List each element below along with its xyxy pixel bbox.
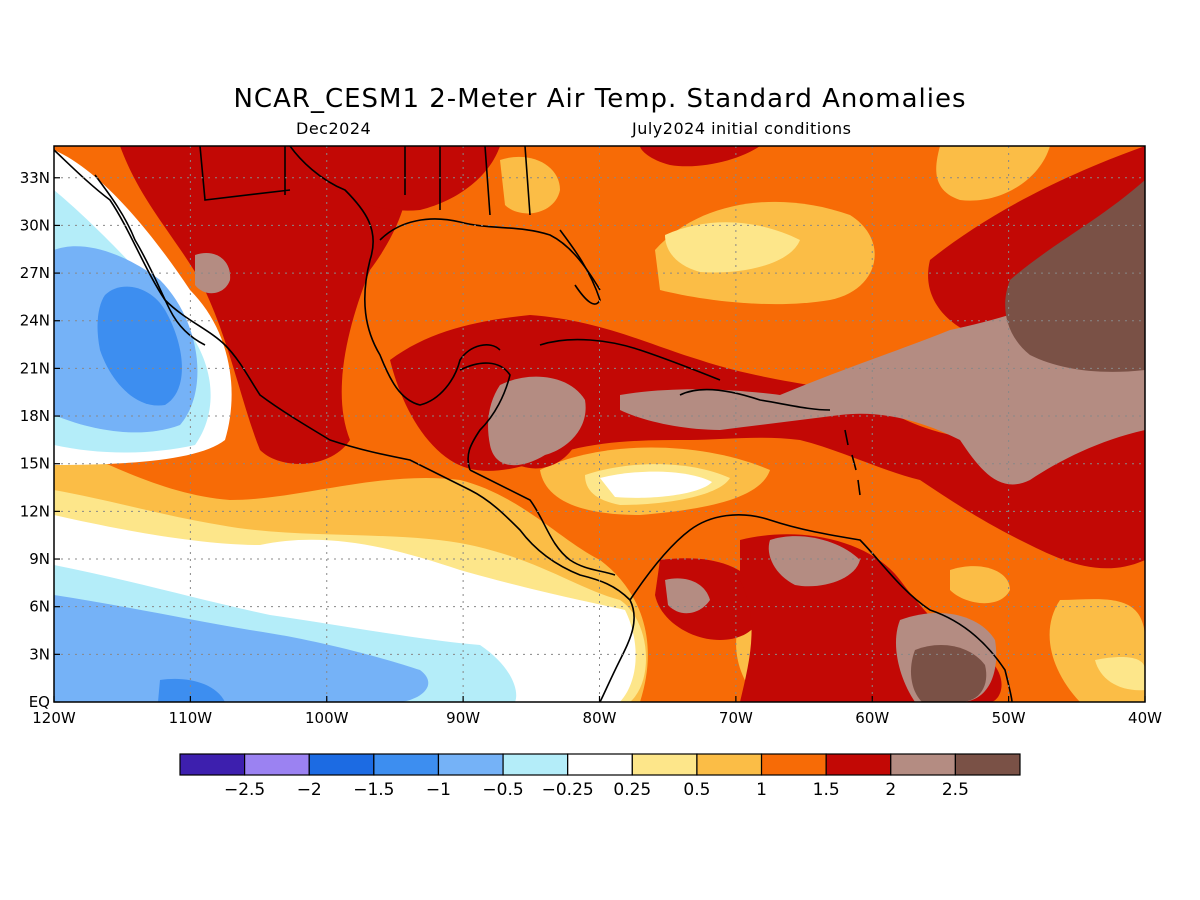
colorbar-swatch <box>308 753 375 776</box>
lon-tick-label: 70W <box>719 709 753 727</box>
colorbar-label: 2 <box>885 780 896 800</box>
lat-tick-label: 6N <box>29 598 50 616</box>
initial-conditions: July2024 initial conditions <box>632 119 852 138</box>
lon-tick-label: 100W <box>305 709 349 727</box>
field-zone <box>665 222 800 273</box>
longitude-axis: 120W 110W 100W 90W 80W 70W 60W 50W 40W <box>32 696 1162 727</box>
colorbar-swatch <box>890 753 956 776</box>
colorbar-label: −0.25 <box>542 780 594 800</box>
lon-tick-label: 40W <box>1128 709 1162 727</box>
colorbar-swatch <box>760 753 827 776</box>
field-zone <box>500 156 560 214</box>
latitude-axis: EQ 3N 6N 9N 12N 15N 18N 21N 24N 27N 30N 33N <box>20 169 60 711</box>
field-zone <box>54 595 429 702</box>
field-zone <box>488 376 586 466</box>
field-zone <box>910 645 987 702</box>
colorbar-label: 1 <box>756 780 767 800</box>
colorbar: −2.5 −2 −1.5 −1 −0.5 −0.25 0.25 0.5 1 1.5 2 2.5 <box>179 753 1021 800</box>
lat-tick-label: 21N <box>20 359 50 377</box>
colorbar-swatch <box>437 753 504 776</box>
lat-tick-label: 3N <box>29 645 50 663</box>
colorbar-label: −1.5 <box>353 780 394 800</box>
grid-lines <box>54 146 1145 702</box>
field-zone <box>1005 180 1145 372</box>
colorbar-label: −0.5 <box>482 780 523 800</box>
colorbar-swatch <box>631 753 698 776</box>
field-zone <box>600 471 712 498</box>
lat-tick-label: 30N <box>20 216 50 234</box>
field-zone <box>665 578 710 614</box>
lat-tick-label: 24N <box>20 312 50 330</box>
colorbar-swatch <box>696 753 763 776</box>
lat-tick-label: 9N <box>29 550 50 568</box>
lat-tick-label: 27N <box>20 264 50 282</box>
colorbar-swatch <box>502 753 569 776</box>
colorbar-swatch <box>179 753 246 776</box>
colorbar-label: −1 <box>426 780 451 800</box>
field-zone <box>950 566 1010 604</box>
lon-tick-label: 50W <box>992 709 1026 727</box>
colorbar-label: −2.5 <box>224 780 265 800</box>
lon-tick-label: 60W <box>855 709 889 727</box>
lat-tick-label: 12N <box>20 502 50 520</box>
colorbar-swatch <box>373 753 440 776</box>
colorbar-label: 0.25 <box>613 780 651 800</box>
chart-title: NCAR_CESM1 2-Meter Air Temp. Standard An… <box>233 84 967 114</box>
colorbar-label: 1.5 <box>813 780 840 800</box>
field-zone <box>1095 657 1145 691</box>
colorbar-swatch <box>954 753 1021 776</box>
field-zone <box>120 146 409 464</box>
field-zone <box>195 252 231 294</box>
anomaly-field <box>54 146 1145 702</box>
colorbar-swatch <box>567 753 633 776</box>
coastlines <box>54 146 1013 702</box>
colorbar-label: 0.5 <box>683 780 710 800</box>
lat-tick-label: 18N <box>20 407 50 425</box>
field-zone <box>620 200 1145 485</box>
field-zone <box>390 315 1145 569</box>
colorbar-swatch <box>825 753 892 776</box>
colorbar-swatch <box>244 753 310 776</box>
field-zone <box>936 146 1050 201</box>
colorbar-label: −2 <box>297 780 322 800</box>
lat-tick-label: EQ <box>29 693 50 711</box>
colorbar-label: 2.5 <box>942 780 969 800</box>
field-zone <box>768 536 860 587</box>
field-zone <box>97 286 182 406</box>
forecast-month: Dec2024 <box>296 119 372 138</box>
lon-tick-label: 90W <box>446 709 480 727</box>
lat-tick-label: 33N <box>20 169 50 187</box>
field-zone <box>158 678 225 702</box>
lon-tick-label: 80W <box>583 709 617 727</box>
lat-tick-label: 15N <box>20 455 50 473</box>
field-zone <box>640 146 760 167</box>
lon-tick-label: 120W <box>32 709 76 727</box>
lon-tick-label: 110W <box>169 709 213 727</box>
